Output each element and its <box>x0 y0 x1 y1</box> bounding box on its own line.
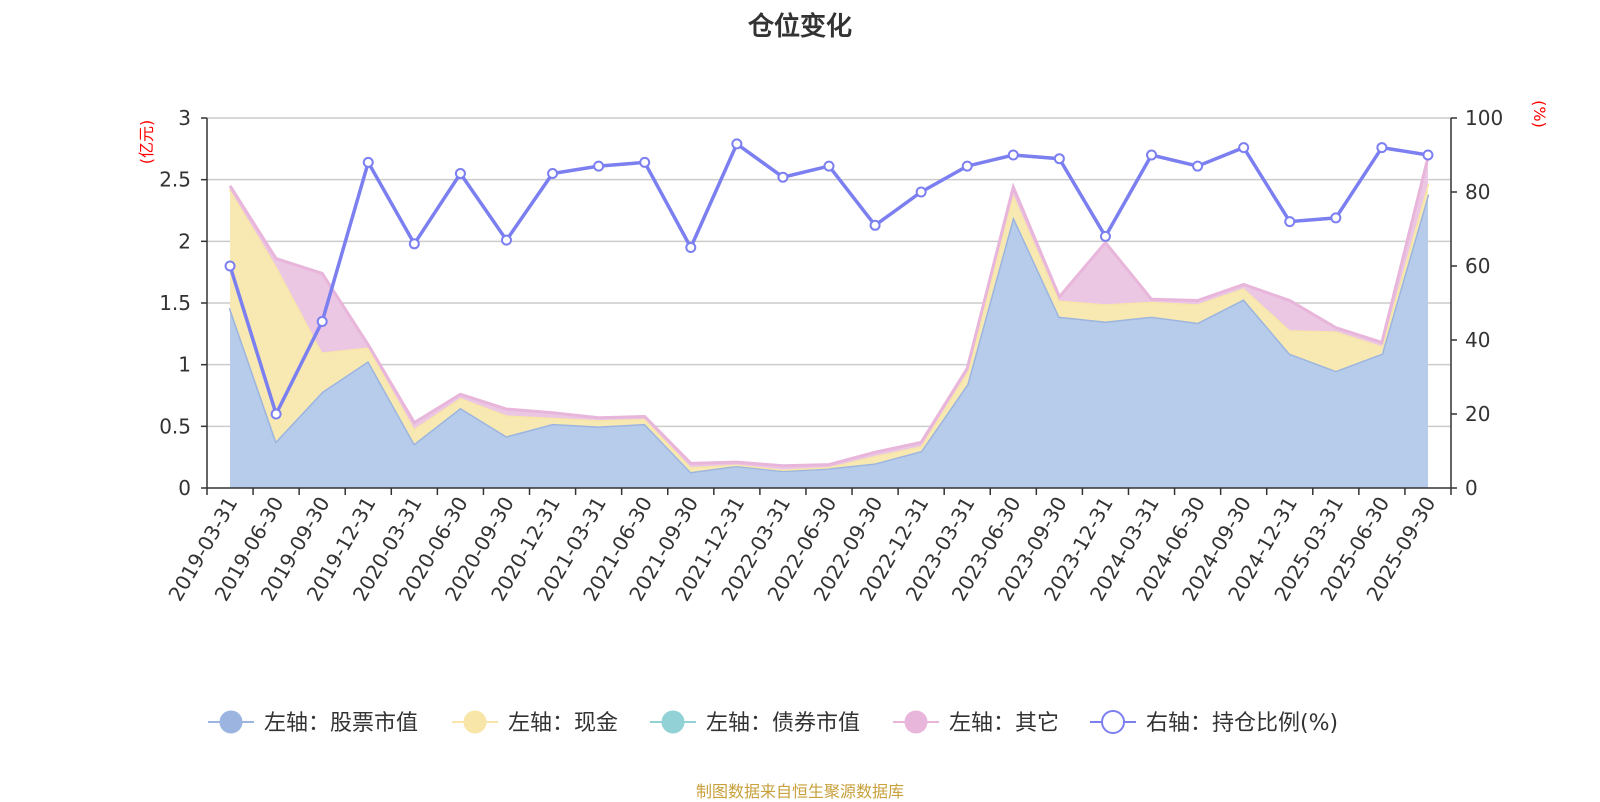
position-ratio-point <box>915 186 927 198</box>
position-ratio-point <box>1146 149 1158 161</box>
left-axis-tick-label: 1.5 <box>159 291 191 315</box>
position-ratio-point <box>1053 153 1065 165</box>
right-axis-tick-label: 80 <box>1465 180 1490 204</box>
position-ratio-point <box>224 260 236 272</box>
position-ratio-point <box>547 168 559 179</box>
position-ratio-point <box>408 238 420 250</box>
position-ratio-point <box>270 408 282 420</box>
source-note: 制图数据来自恒生聚源数据库 <box>695 782 904 801</box>
position-ratio-point <box>869 219 881 231</box>
left-axis-tick-label: 3 <box>178 106 191 130</box>
legend-label: 左轴：债券市值 <box>706 711 860 736</box>
position-ratio-point <box>454 168 466 179</box>
position-ratio-point <box>362 156 374 168</box>
position-ratio-point <box>1422 149 1434 161</box>
area-line-series-3 <box>228 157 1430 468</box>
legend-swatch-circle <box>1101 710 1125 734</box>
legend-item[interactable]: 左轴：其它 <box>893 710 1059 736</box>
legend-item[interactable]: 左轴：股票市值 <box>208 710 418 736</box>
left-axis-tick-label: 1 <box>178 353 191 377</box>
position-ratio-point <box>1238 142 1250 154</box>
right-axis-tick-label: 100 <box>1465 106 1503 130</box>
left-axis-tick-label: 0 <box>178 476 191 500</box>
position-ratio-point <box>1330 212 1342 224</box>
position-ratio-point <box>1099 230 1111 242</box>
position-ratio-point <box>731 138 743 150</box>
left-axis-tick-label: 0.5 <box>159 414 191 438</box>
position-ratio-point <box>500 234 512 246</box>
chart-title: 仓位变化 <box>747 12 852 42</box>
right-axis-tick-label: 20 <box>1465 402 1490 426</box>
area-series-0 <box>230 194 1428 488</box>
legend-label: 左轴：其它 <box>949 711 1059 736</box>
position-ratio-point <box>1192 160 1204 172</box>
right-axis-tick-label: 0 <box>1465 476 1478 500</box>
position-ratio-point <box>316 316 328 327</box>
position-ratio-point <box>685 242 697 253</box>
legend-item[interactable]: 左轴：现金 <box>452 710 618 736</box>
position-ratio-point <box>1376 142 1388 154</box>
position-ratio-point <box>593 160 605 172</box>
legend-swatch-dot <box>463 710 487 734</box>
position-ratio-point <box>961 160 973 172</box>
legend-item[interactable]: 左轴：债券市值 <box>650 710 860 736</box>
position-ratio-point <box>823 160 835 172</box>
position-ratio-point <box>777 171 789 183</box>
legend-label: 右轴：持仓比例(%) <box>1146 711 1338 736</box>
legend: 左轴：股票市值 左轴：现金 左轴：债券市值 左轴：其它 右轴：持仓比例(%) <box>208 710 1338 736</box>
legend-item[interactable]: 右轴：持仓比例(%) <box>1090 710 1338 736</box>
left-axis-tick-label: 2 <box>178 229 191 253</box>
legend-swatch-dot <box>219 710 243 734</box>
stacked-areas <box>228 157 1430 488</box>
legend-swatch-dot <box>661 710 685 734</box>
right-axis-tick-label: 40 <box>1465 328 1490 352</box>
legend-label: 左轴：股票市值 <box>264 711 418 736</box>
right-axis-unit: (%) <box>1530 100 1549 128</box>
position-ratio-point <box>639 156 651 168</box>
left-axis-tick-label: 2.5 <box>159 168 191 192</box>
legend-swatch-dot <box>904 710 928 734</box>
position-ratio-point <box>1284 216 1296 228</box>
legend-label: 左轴：现金 <box>508 711 618 736</box>
left-axis-unit: (亿元) <box>137 120 156 165</box>
right-axis-tick-label: 60 <box>1465 254 1490 278</box>
position-ratio-point <box>1007 149 1019 161</box>
